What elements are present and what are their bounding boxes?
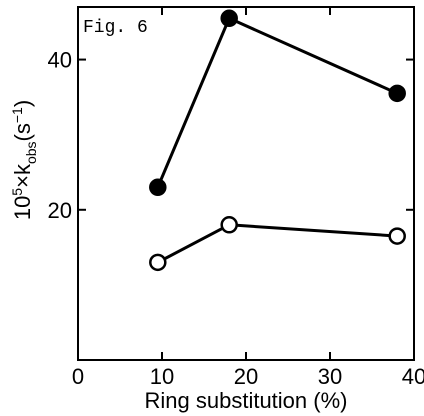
- y-tick-label: 40: [48, 48, 72, 73]
- data-point-open: [388, 227, 406, 245]
- x-tick-label: 10: [150, 364, 174, 389]
- figure-label: Fig. 6: [83, 18, 148, 38]
- ticks-layer: 0 10 20 30 40 20 40: [48, 7, 424, 389]
- x-tick-label: 30: [318, 364, 342, 389]
- x-axis-title: Ring substitution (%): [145, 388, 348, 413]
- data-point-open: [220, 216, 238, 234]
- data-point-filled: [388, 84, 406, 103]
- series-layer: [149, 9, 406, 272]
- data-point-filled: [220, 9, 238, 28]
- data-point-open: [149, 253, 167, 272]
- x-tick-label: 40: [402, 364, 424, 389]
- data-point-filled: [149, 178, 167, 197]
- x-tick-label: 20: [234, 364, 258, 389]
- series-line: [157, 223, 398, 264]
- y-axis-title: 105×kobs(s−1): [9, 100, 39, 220]
- x-tick-label: 0: [72, 364, 84, 389]
- y-tick-label: 20: [48, 198, 72, 223]
- plot-frame: [77, 6, 415, 361]
- series-line: [156, 16, 398, 188]
